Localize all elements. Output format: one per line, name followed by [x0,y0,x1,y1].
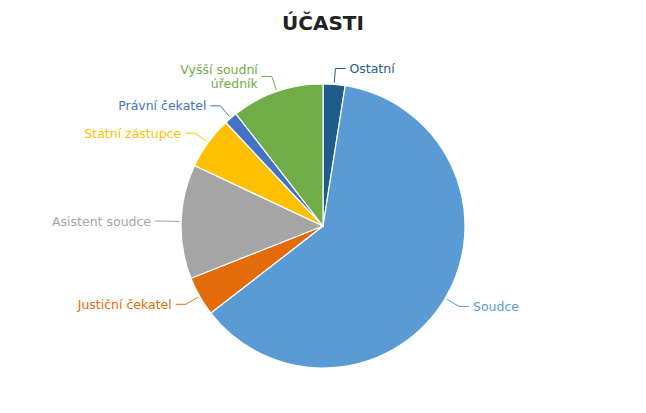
slice-label: Ostatní [349,61,395,76]
leader-line [334,68,345,82]
leader-line [447,299,469,306]
leader-line [210,106,229,117]
slice-label: Vyšší soudníúředník [180,62,258,91]
leader-line [185,133,206,141]
slice-label: Soudce [473,299,519,314]
leader-line [155,221,179,222]
leader-line [262,77,277,90]
chart-container: ÚČASTI Ostatní Soudce Justiční čekatel Asist… [0,0,646,413]
leader-line [176,297,198,304]
slice-label: Státní zástupce [84,126,181,141]
slice-label: Asistent soudce [52,214,151,229]
chart-svg: ÚČASTI Ostatní Soudce Justiční čekatel Asist… [0,0,646,413]
slice-label: Justiční čekatel [77,297,172,312]
labels: Ostatní Soudce Justiční čekatel Asistent so… [52,61,519,314]
slices [181,84,465,368]
slice-label: Právní čekatel [118,98,206,113]
pie-slice [236,84,323,226]
chart-title: ÚČASTI [282,11,364,35]
